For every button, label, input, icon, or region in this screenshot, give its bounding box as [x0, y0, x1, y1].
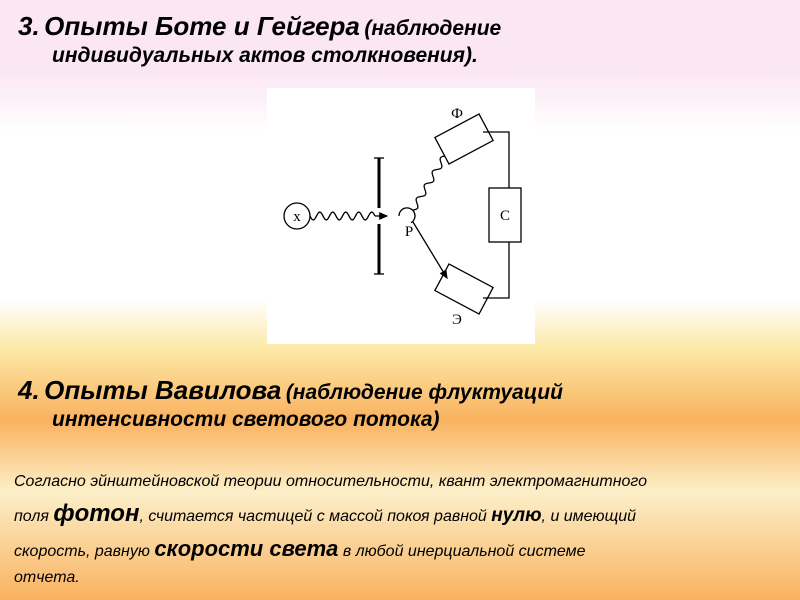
heading-1: 3. Опыты Боте и Гейгера (наблюдение инди… — [18, 10, 782, 69]
heading-1-title: Опыты Боте и Гейгера — [44, 11, 360, 41]
para-t6: в любой инерциальной системе — [338, 543, 585, 560]
svg-text:x: x — [293, 209, 301, 225]
para-t1: Согласно эйнштейновской теории относител… — [14, 473, 647, 490]
svg-text:Ф: Ф — [451, 106, 463, 122]
slide: 3. Опыты Боте и Гейгера (наблюдение инди… — [0, 0, 800, 600]
para-zero: нулю — [491, 505, 541, 526]
heading-2: 4. Опыты Вавилова (наблюдение флуктуаций… — [18, 374, 782, 433]
svg-text:Р: Р — [405, 224, 413, 240]
svg-text:С: С — [500, 208, 510, 224]
para-t3: , считается частицей с массой покоя равн… — [139, 508, 491, 525]
svg-text:Э: Э — [452, 312, 462, 328]
diagram: x Р Ф Э С — [267, 88, 535, 344]
para-photon: фотон — [53, 500, 139, 527]
heading-1-sub-a: (наблюдение — [364, 17, 501, 40]
para-speed: скорости света — [154, 536, 338, 561]
para-t7: отчета. — [14, 569, 80, 586]
heading-1-number: 3. — [18, 11, 40, 41]
heading-2-number: 4. — [18, 375, 40, 405]
heading-2-sub-a: (наблюдение флуктуаций — [286, 381, 563, 404]
heading-2-sub-b: интенсивности светового потока) — [52, 407, 782, 433]
para-t5: скорость, равную — [14, 543, 154, 560]
para-t4: , и имеющий — [542, 508, 636, 525]
paragraph: Согласно эйнштейновской теории относител… — [14, 470, 796, 591]
diagram-svg: x Р Ф Э С — [267, 88, 535, 344]
heading-2-title: Опыты Вавилова — [44, 375, 281, 405]
para-t2: поля — [14, 508, 53, 525]
heading-1-sub-b: индивидуальных актов столкновения). — [52, 43, 782, 69]
